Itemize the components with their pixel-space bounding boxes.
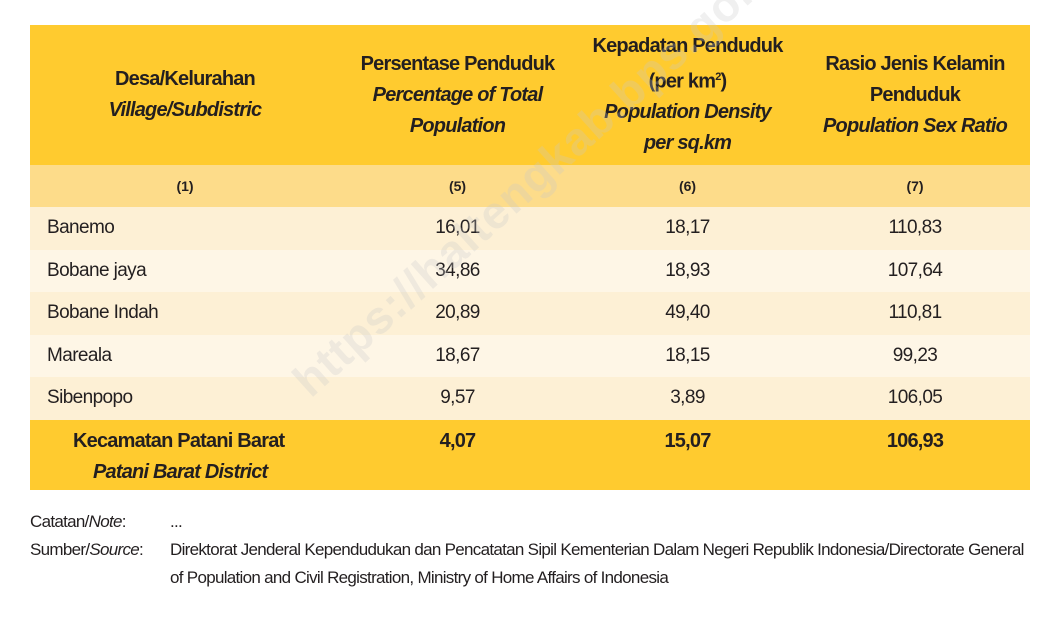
village-name: Bobane Indah xyxy=(47,302,159,324)
table-row: Bobane jaya 34,86 18,93 107,64 xyxy=(30,249,1030,292)
percentage-cell: 18,67 xyxy=(435,344,480,366)
sex-ratio-cell: 110,83 xyxy=(888,217,942,239)
header-text: (per km xyxy=(648,70,716,93)
header-text: Penduduk xyxy=(869,83,961,106)
density-cell: 18,93 xyxy=(665,259,710,281)
column-number: (5) xyxy=(448,178,467,194)
table-notes: Catatan/Note: ... Sumber/Source: Direkto… xyxy=(30,508,1030,592)
header-text-en: Population Density xyxy=(604,101,772,124)
density-cell: 3,89 xyxy=(670,387,705,409)
village-name: Banemo xyxy=(47,217,115,239)
percentage-cell: 34,86 xyxy=(435,259,480,281)
header-sup: 2 xyxy=(715,70,721,83)
density-cell: 18,15 xyxy=(665,344,710,366)
percentage-cell: 9,57 xyxy=(440,387,475,409)
header-text-en: Village/Subdistric xyxy=(108,99,262,121)
header-text-en: Population Sex Ratio xyxy=(822,114,1008,137)
percentage-cell: 16,01 xyxy=(435,217,480,239)
header-text: ) xyxy=(720,70,728,93)
label-id: Sumber/ xyxy=(30,540,90,559)
village-name: Bobane jaya xyxy=(47,259,147,281)
header-text-en: Population xyxy=(409,114,506,137)
header-village: Desa/Kelurahan Village/Subdistric xyxy=(30,64,340,126)
source-label: Sumber/Source: xyxy=(30,536,170,592)
village-name: Sibenpopo xyxy=(47,387,133,409)
header-density: Kepadatan Penduduk (per km2) Population … xyxy=(575,31,800,160)
label-id: Catatan/ xyxy=(30,512,89,531)
label-colon: : xyxy=(139,540,144,559)
source-row: Sumber/Source: Direktorat Jenderal Kepen… xyxy=(30,536,1030,592)
percentage-cell: 20,89 xyxy=(435,302,480,324)
column-numbers-row: (1) (5) (6) (7) xyxy=(30,165,1030,207)
total-percentage: 4,07 xyxy=(439,429,477,452)
total-sex-ratio: 106,93 xyxy=(886,429,944,452)
label-en: Source xyxy=(89,540,140,559)
table-row: Sibenpopo 9,57 3,89 106,05 xyxy=(30,377,1030,420)
header-text: Kepadatan Penduduk xyxy=(592,34,783,57)
table-row: Bobane Indah 20,89 49,40 110,81 xyxy=(30,292,1030,335)
header-text: Persentase Penduduk xyxy=(360,52,556,75)
total-name: Kecamatan Patani Barat Patani Barat Dist… xyxy=(30,426,340,488)
note-row: Catatan/Note: ... xyxy=(30,508,1030,536)
table-body: Banemo 16,01 18,17 110,83 Bobane jaya 34… xyxy=(30,207,1030,420)
column-number: (1) xyxy=(176,178,194,194)
header-percentage: Persentase Penduduk Percentage of Total … xyxy=(340,49,575,142)
column-number: (6) xyxy=(678,178,697,194)
total-name-en: Patani Barat District xyxy=(93,460,268,483)
header-text: Rasio Jenis Kelamin xyxy=(825,52,1005,75)
header-text-en: Percentage of Total xyxy=(372,83,543,106)
header-sex-ratio: Rasio Jenis Kelamin Penduduk Population … xyxy=(800,49,1030,142)
sex-ratio-cell: 106,05 xyxy=(887,387,943,409)
table-row: Mareala 18,67 18,15 99,23 xyxy=(30,334,1030,377)
village-name: Mareala xyxy=(47,344,112,366)
density-cell: 18,17 xyxy=(665,217,710,239)
population-table: Desa/Kelurahan Village/Subdistric Persen… xyxy=(30,25,1030,490)
sex-ratio-cell: 99,23 xyxy=(892,344,938,366)
column-number: (7) xyxy=(906,178,924,194)
total-row: Kecamatan Patani Barat Patani Barat Dist… xyxy=(30,419,1030,490)
density-cell: 49,40 xyxy=(665,302,710,324)
header-text-en: per sq.km xyxy=(643,132,732,155)
table-header: Desa/Kelurahan Village/Subdistric Persen… xyxy=(30,25,1030,165)
source-text: Direktorat Jenderal Kependudukan dan Pen… xyxy=(170,540,1024,587)
sex-ratio-cell: 110,81 xyxy=(888,302,942,324)
label-en: Note xyxy=(88,512,123,531)
total-density: 15,07 xyxy=(664,429,711,452)
note-label: Catatan/Note: xyxy=(30,508,170,536)
sex-ratio-cell: 107,64 xyxy=(887,259,943,281)
total-name-id: Kecamatan Patani Barat xyxy=(73,429,285,452)
header-text: Desa/Kelurahan xyxy=(115,68,256,90)
label-colon: : xyxy=(121,512,127,531)
note-text: ... xyxy=(170,512,183,531)
table-row: Banemo 16,01 18,17 110,83 xyxy=(30,207,1030,250)
